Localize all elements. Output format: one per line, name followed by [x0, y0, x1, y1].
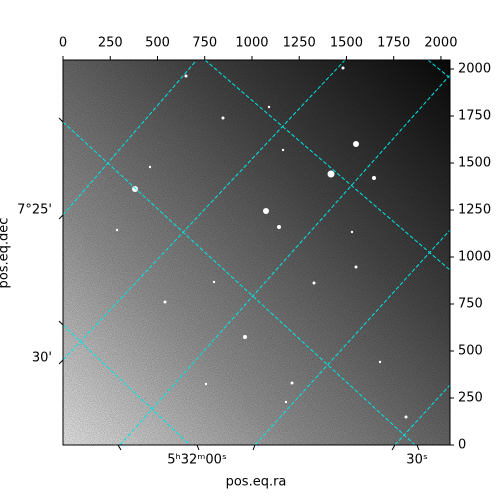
x-tick-label: 1000 [235, 36, 268, 51]
grid-line [427, 60, 450, 79]
y-tick-label: 250 [458, 391, 483, 406]
x-tick-label: 1750 [377, 36, 410, 51]
y-tick-label: 2000 [458, 62, 491, 77]
y-tick-label: 1750 [458, 109, 491, 124]
wcs-tick [117, 444, 122, 451]
dec-tick-label: 30' [32, 351, 52, 366]
y-tick-label: 1000 [458, 250, 491, 265]
grid-line [63, 60, 346, 361]
y-tick-label: 500 [458, 344, 483, 359]
x-tick-label: 750 [192, 36, 217, 51]
x-axis-label: pos.eq.ra [226, 475, 287, 490]
stars [115, 66, 408, 419]
dec-tick-label: 7°25' [17, 203, 52, 218]
grid-line [254, 229, 450, 445]
x-tick-label: 1500 [330, 36, 363, 51]
wcs-tick [391, 444, 396, 451]
wcs-tick [58, 214, 64, 220]
grid-line [63, 61, 196, 216]
coordinate-grid [63, 60, 450, 445]
ra-tick-label: 30ˢ [406, 453, 428, 468]
grid-line [63, 121, 416, 445]
y-tick-label: 1250 [458, 203, 491, 218]
noise [63, 60, 450, 445]
y-axis-label: pos.eq.dec [0, 218, 12, 289]
x-tick-label: 1250 [283, 36, 316, 51]
y-tick-label: 1500 [458, 156, 491, 171]
wcs-tick [252, 444, 256, 451]
x-tick-label: 0 [59, 36, 67, 51]
grid-line [63, 324, 191, 445]
wcs-tick [58, 320, 64, 326]
image [63, 60, 450, 445]
y-tick-label: 0 [458, 438, 466, 453]
frame [62, 59, 451, 446]
y-tick-label: 750 [458, 297, 483, 312]
grid-line [119, 74, 450, 445]
x-tick-label: 2000 [424, 36, 457, 51]
wcs-tick [196, 444, 200, 451]
wcs-ticks: 5ʰ32ᵐ00ˢ 30ˢ 7°25' 30' [17, 117, 428, 468]
x-tick-label: 250 [98, 36, 123, 51]
ra-tick-label: 5ʰ32ᵐ00ˢ [167, 453, 227, 468]
wcs-tick [58, 117, 64, 123]
x-tick-label: 500 [145, 36, 170, 51]
wcs-tick [416, 444, 420, 451]
wcs-tick [58, 359, 64, 365]
